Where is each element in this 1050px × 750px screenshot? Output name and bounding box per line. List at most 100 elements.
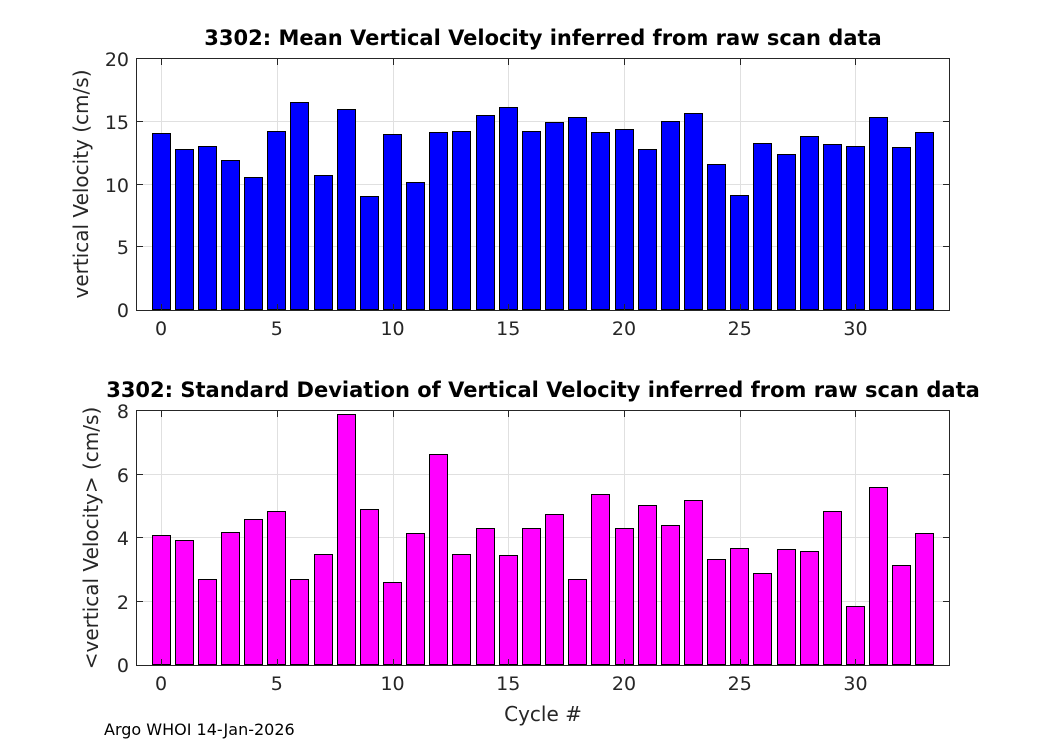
x-tick-mark bbox=[161, 304, 163, 310]
y-tick-mark bbox=[943, 537, 949, 538]
bar-cycle-3 bbox=[221, 531, 241, 665]
x-tick-label: 10 bbox=[380, 673, 405, 695]
bar-cycle-29 bbox=[822, 511, 842, 665]
bar-cycle-33 bbox=[915, 132, 935, 310]
bar-cycle-26 bbox=[753, 572, 773, 665]
footer-text: Argo WHOI 14-Jan-2026 bbox=[104, 720, 295, 739]
bar-cycle-8 bbox=[336, 109, 356, 310]
y-tick-label: 2 bbox=[116, 591, 129, 614]
bar-cycle-1 bbox=[174, 539, 194, 665]
bar-cycle-5 bbox=[267, 130, 287, 310]
std-chart-title: 3302: Standard Deviation of Vertical Vel… bbox=[106, 378, 980, 402]
y-tick-mark bbox=[943, 473, 949, 475]
bar-cycle-26 bbox=[753, 143, 773, 310]
bar-cycle-30 bbox=[845, 146, 865, 310]
x-tick-label: 30 bbox=[843, 318, 868, 340]
x-tick-mark bbox=[508, 304, 510, 310]
x-tick-label: 5 bbox=[270, 673, 283, 695]
bar-cycle-18 bbox=[568, 579, 588, 665]
bar-cycle-4 bbox=[244, 518, 264, 665]
x-tick-mark bbox=[276, 659, 278, 665]
y-tick-label: 20 bbox=[104, 49, 129, 71]
x-tick-mark bbox=[276, 304, 278, 310]
horizontal-gridline bbox=[137, 183, 949, 185]
bar-cycle-13 bbox=[452, 131, 472, 310]
bar-cycle-31 bbox=[869, 487, 889, 665]
y-tick-label: 5 bbox=[116, 237, 129, 260]
x-tick-mark bbox=[392, 411, 394, 417]
x-tick-mark bbox=[855, 59, 857, 65]
bar-cycle-7 bbox=[313, 553, 333, 665]
x-tick-label: 0 bbox=[155, 318, 168, 340]
x-tick-mark bbox=[508, 659, 510, 665]
bar-cycle-23 bbox=[683, 112, 703, 310]
bar-cycle-16 bbox=[521, 130, 541, 310]
bar-cycle-14 bbox=[475, 528, 495, 665]
bar-cycle-20 bbox=[614, 528, 634, 665]
std-plot-area: 0 5 10 15 20 25 30 0 2 4 6 8 bbox=[117, 401, 950, 695]
y-tick-mark bbox=[137, 600, 143, 602]
x-tick-label: 5 bbox=[270, 318, 283, 340]
bar-cycle-11 bbox=[406, 182, 426, 310]
bar-cycle-3 bbox=[221, 160, 241, 310]
x-tick-mark bbox=[508, 411, 510, 417]
bar-cycle-27 bbox=[776, 549, 796, 665]
x-tick-mark bbox=[392, 59, 394, 65]
x-tick-mark bbox=[739, 411, 741, 417]
x-tick-label: 10 bbox=[380, 318, 405, 340]
x-tick-mark bbox=[739, 304, 741, 310]
horizontal-gridline bbox=[137, 473, 949, 475]
x-axis-label: Cycle # bbox=[504, 702, 582, 726]
bar-cycle-22 bbox=[660, 525, 680, 665]
bar-cycle-2 bbox=[197, 145, 217, 310]
y-tick-mark bbox=[943, 183, 949, 185]
bar-cycle-0 bbox=[151, 133, 171, 310]
bar-cycle-25 bbox=[730, 195, 750, 310]
bar-cycle-7 bbox=[313, 175, 333, 310]
x-tick-label: 30 bbox=[843, 673, 868, 695]
horizontal-gridline bbox=[137, 600, 949, 602]
bar-cycle-22 bbox=[660, 120, 680, 310]
bar-cycle-5 bbox=[267, 511, 287, 665]
x-tick-mark bbox=[392, 659, 394, 665]
y-tick-label: 4 bbox=[116, 528, 129, 550]
vertical-gridline bbox=[739, 59, 741, 310]
bar-cycle-6 bbox=[290, 579, 310, 665]
bar-cycle-11 bbox=[406, 533, 426, 665]
vertical-gridline bbox=[508, 411, 510, 665]
bar-cycle-15 bbox=[498, 106, 518, 310]
x-tick-label: 0 bbox=[155, 673, 168, 695]
horizontal-gridline bbox=[137, 120, 949, 122]
bar-cycle-0 bbox=[151, 534, 171, 665]
x-tick-label: 15 bbox=[496, 673, 521, 695]
x-tick-mark bbox=[855, 659, 857, 665]
bar-cycle-28 bbox=[799, 136, 819, 310]
bar-cycle-16 bbox=[521, 528, 541, 665]
y-tick-mark bbox=[943, 246, 949, 248]
std-y-axis-label: <vertical Velocity> (cm/s) bbox=[79, 406, 103, 670]
x-tick-mark bbox=[624, 659, 625, 665]
bar-cycle-21 bbox=[637, 149, 657, 310]
bar-cycle-19 bbox=[591, 131, 611, 310]
bar-cycle-30 bbox=[845, 606, 865, 665]
bar-cycle-9 bbox=[359, 509, 379, 665]
vertical-gridline bbox=[855, 411, 857, 665]
x-tick-mark bbox=[276, 411, 278, 417]
x-tick-mark bbox=[739, 59, 741, 65]
bar-cycle-12 bbox=[429, 131, 449, 310]
bar-cycle-15 bbox=[498, 555, 518, 665]
bar-cycle-9 bbox=[359, 195, 379, 310]
bar-cycle-25 bbox=[730, 547, 750, 665]
y-tick-mark bbox=[943, 120, 949, 122]
bar-cycle-31 bbox=[869, 116, 889, 310]
bar-cycle-27 bbox=[776, 154, 796, 310]
x-tick-mark bbox=[739, 659, 741, 665]
bar-cycle-24 bbox=[707, 163, 727, 310]
x-tick-mark bbox=[161, 411, 163, 417]
x-tick-label: 20 bbox=[611, 673, 637, 695]
y-tick-label: 6 bbox=[116, 464, 129, 487]
y-tick-mark bbox=[137, 183, 143, 185]
horizontal-gridline bbox=[137, 537, 949, 538]
x-tick-mark bbox=[624, 59, 625, 65]
